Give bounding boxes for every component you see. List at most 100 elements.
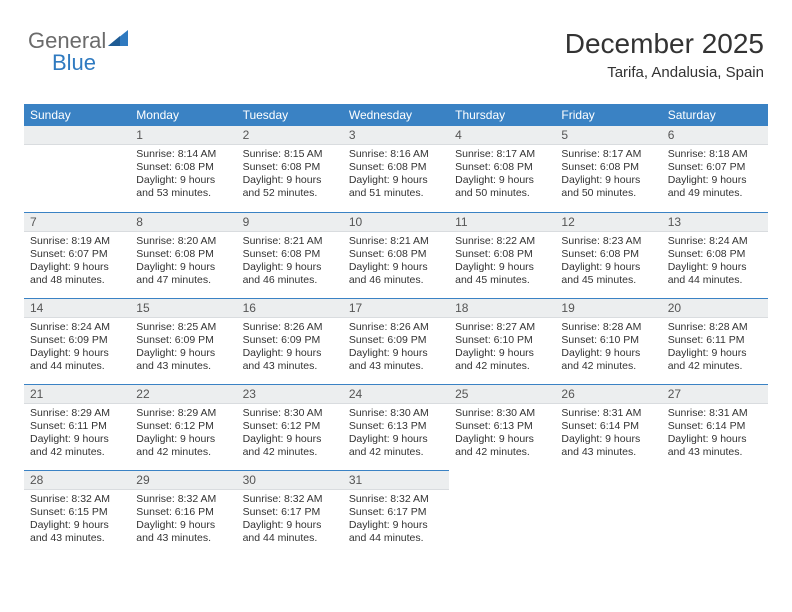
day-number: 7: [24, 212, 130, 232]
day-details: Sunrise: 8:21 AMSunset: 6:08 PMDaylight:…: [343, 232, 449, 294]
day-details: Sunrise: 8:30 AMSunset: 6:13 PMDaylight:…: [343, 404, 449, 466]
calendar-cell: 6Sunrise: 8:18 AMSunset: 6:07 PMDaylight…: [662, 126, 768, 212]
day-details: Sunrise: 8:31 AMSunset: 6:14 PMDaylight:…: [662, 404, 768, 466]
day-details: Sunrise: 8:32 AMSunset: 6:17 PMDaylight:…: [343, 490, 449, 552]
logo-text-blue: Blue: [52, 50, 96, 76]
day-number: 29: [130, 470, 236, 490]
day-number: 14: [24, 298, 130, 318]
day-number: 22: [130, 384, 236, 404]
calendar-cell: 5Sunrise: 8:17 AMSunset: 6:08 PMDaylight…: [555, 126, 661, 212]
day-number: 15: [130, 298, 236, 318]
day-number: 11: [449, 212, 555, 232]
day-details: Sunrise: 8:17 AMSunset: 6:08 PMDaylight:…: [555, 145, 661, 207]
day-details: Sunrise: 8:30 AMSunset: 6:12 PMDaylight:…: [237, 404, 343, 466]
day-details: Sunrise: 8:28 AMSunset: 6:11 PMDaylight:…: [662, 318, 768, 380]
calendar-row: 21Sunrise: 8:29 AMSunset: 6:11 PMDayligh…: [24, 384, 768, 470]
calendar-cell: 18Sunrise: 8:27 AMSunset: 6:10 PMDayligh…: [449, 298, 555, 384]
day-number: 23: [237, 384, 343, 404]
day-number: 24: [343, 384, 449, 404]
day-details: Sunrise: 8:22 AMSunset: 6:08 PMDaylight:…: [449, 232, 555, 294]
day-number: 30: [237, 470, 343, 490]
day-number: 25: [449, 384, 555, 404]
day-number: 1: [130, 126, 236, 145]
day-details: Sunrise: 8:29 AMSunset: 6:12 PMDaylight:…: [130, 404, 236, 466]
weekday-header: Tuesday: [237, 104, 343, 126]
calendar-cell: 7Sunrise: 8:19 AMSunset: 6:07 PMDaylight…: [24, 212, 130, 298]
calendar-cell: 16Sunrise: 8:26 AMSunset: 6:09 PMDayligh…: [237, 298, 343, 384]
calendar-cell: 9Sunrise: 8:21 AMSunset: 6:08 PMDaylight…: [237, 212, 343, 298]
calendar-cell: 20Sunrise: 8:28 AMSunset: 6:11 PMDayligh…: [662, 298, 768, 384]
day-details: Sunrise: 8:27 AMSunset: 6:10 PMDaylight:…: [449, 318, 555, 380]
day-details: Sunrise: 8:32 AMSunset: 6:16 PMDaylight:…: [130, 490, 236, 552]
day-number: 6: [662, 126, 768, 145]
day-details: Sunrise: 8:32 AMSunset: 6:17 PMDaylight:…: [237, 490, 343, 552]
day-details: Sunrise: 8:24 AMSunset: 6:09 PMDaylight:…: [24, 318, 130, 380]
calendar-cell: 10Sunrise: 8:21 AMSunset: 6:08 PMDayligh…: [343, 212, 449, 298]
page-title: December 2025: [565, 28, 764, 60]
calendar-cell: 15Sunrise: 8:25 AMSunset: 6:09 PMDayligh…: [130, 298, 236, 384]
day-number: 21: [24, 384, 130, 404]
day-details: Sunrise: 8:28 AMSunset: 6:10 PMDaylight:…: [555, 318, 661, 380]
calendar-cell: 29Sunrise: 8:32 AMSunset: 6:16 PMDayligh…: [130, 470, 236, 556]
weekday-header: Thursday: [449, 104, 555, 126]
day-number: 26: [555, 384, 661, 404]
calendar-cell: 31Sunrise: 8:32 AMSunset: 6:17 PMDayligh…: [343, 470, 449, 556]
weekday-header-row: SundayMondayTuesdayWednesdayThursdayFrid…: [24, 104, 768, 126]
calendar-cell: 27Sunrise: 8:31 AMSunset: 6:14 PMDayligh…: [662, 384, 768, 470]
calendar-cell-empty: [449, 470, 555, 556]
calendar-cell: 12Sunrise: 8:23 AMSunset: 6:08 PMDayligh…: [555, 212, 661, 298]
day-number: 12: [555, 212, 661, 232]
calendar-cell: 3Sunrise: 8:16 AMSunset: 6:08 PMDaylight…: [343, 126, 449, 212]
calendar-cell: 23Sunrise: 8:30 AMSunset: 6:12 PMDayligh…: [237, 384, 343, 470]
day-details: Sunrise: 8:24 AMSunset: 6:08 PMDaylight:…: [662, 232, 768, 294]
calendar-cell: 26Sunrise: 8:31 AMSunset: 6:14 PMDayligh…: [555, 384, 661, 470]
calendar-cell: 14Sunrise: 8:24 AMSunset: 6:09 PMDayligh…: [24, 298, 130, 384]
day-number: 5: [555, 126, 661, 145]
calendar-cell: 11Sunrise: 8:22 AMSunset: 6:08 PMDayligh…: [449, 212, 555, 298]
day-number: 13: [662, 212, 768, 232]
day-details: Sunrise: 8:21 AMSunset: 6:08 PMDaylight:…: [237, 232, 343, 294]
day-details: Sunrise: 8:31 AMSunset: 6:14 PMDaylight:…: [555, 404, 661, 466]
day-number: 17: [343, 298, 449, 318]
day-details: Sunrise: 8:16 AMSunset: 6:08 PMDaylight:…: [343, 145, 449, 207]
calendar-row: 14Sunrise: 8:24 AMSunset: 6:09 PMDayligh…: [24, 298, 768, 384]
calendar-cell: 25Sunrise: 8:30 AMSunset: 6:13 PMDayligh…: [449, 384, 555, 470]
day-details: Sunrise: 8:20 AMSunset: 6:08 PMDaylight:…: [130, 232, 236, 294]
calendar-cell: 8Sunrise: 8:20 AMSunset: 6:08 PMDaylight…: [130, 212, 236, 298]
day-details: Sunrise: 8:17 AMSunset: 6:08 PMDaylight:…: [449, 145, 555, 207]
day-details: Sunrise: 8:18 AMSunset: 6:07 PMDaylight:…: [662, 145, 768, 207]
day-number: 16: [237, 298, 343, 318]
day-details: Sunrise: 8:19 AMSunset: 6:07 PMDaylight:…: [24, 232, 130, 294]
calendar-cell: 22Sunrise: 8:29 AMSunset: 6:12 PMDayligh…: [130, 384, 236, 470]
calendar-table: SundayMondayTuesdayWednesdayThursdayFrid…: [24, 104, 768, 556]
day-details: Sunrise: 8:25 AMSunset: 6:09 PMDaylight:…: [130, 318, 236, 380]
day-details: Sunrise: 8:29 AMSunset: 6:11 PMDaylight:…: [24, 404, 130, 466]
day-number-empty: .: [24, 126, 130, 145]
day-details: Sunrise: 8:15 AMSunset: 6:08 PMDaylight:…: [237, 145, 343, 207]
calendar-row: 7Sunrise: 8:19 AMSunset: 6:07 PMDaylight…: [24, 212, 768, 298]
calendar-cell-empty: [555, 470, 661, 556]
weekday-header: Sunday: [24, 104, 130, 126]
day-details: Sunrise: 8:26 AMSunset: 6:09 PMDaylight:…: [237, 318, 343, 380]
calendar-cell: 30Sunrise: 8:32 AMSunset: 6:17 PMDayligh…: [237, 470, 343, 556]
header: December 2025 Tarifa, Andalusia, Spain: [565, 28, 764, 81]
calendar-row: .1Sunrise: 8:14 AMSunset: 6:08 PMDayligh…: [24, 126, 768, 212]
day-number: 8: [130, 212, 236, 232]
day-details: Sunrise: 8:14 AMSunset: 6:08 PMDaylight:…: [130, 145, 236, 207]
calendar-cell-empty: .: [24, 126, 130, 212]
day-number: 10: [343, 212, 449, 232]
calendar-cell: 21Sunrise: 8:29 AMSunset: 6:11 PMDayligh…: [24, 384, 130, 470]
calendar-row: 28Sunrise: 8:32 AMSunset: 6:15 PMDayligh…: [24, 470, 768, 556]
weekday-header: Wednesday: [343, 104, 449, 126]
day-number: 2: [237, 126, 343, 145]
day-number: 20: [662, 298, 768, 318]
day-details: Sunrise: 8:26 AMSunset: 6:09 PMDaylight:…: [343, 318, 449, 380]
day-number: 18: [449, 298, 555, 318]
logo-triangle-icon: [108, 26, 128, 52]
page-subtitle: Tarifa, Andalusia, Spain: [565, 64, 764, 81]
day-details: Sunrise: 8:23 AMSunset: 6:08 PMDaylight:…: [555, 232, 661, 294]
day-number: 4: [449, 126, 555, 145]
calendar-cell: 19Sunrise: 8:28 AMSunset: 6:10 PMDayligh…: [555, 298, 661, 384]
day-details: Sunrise: 8:32 AMSunset: 6:15 PMDaylight:…: [24, 490, 130, 552]
weekday-header: Saturday: [662, 104, 768, 126]
